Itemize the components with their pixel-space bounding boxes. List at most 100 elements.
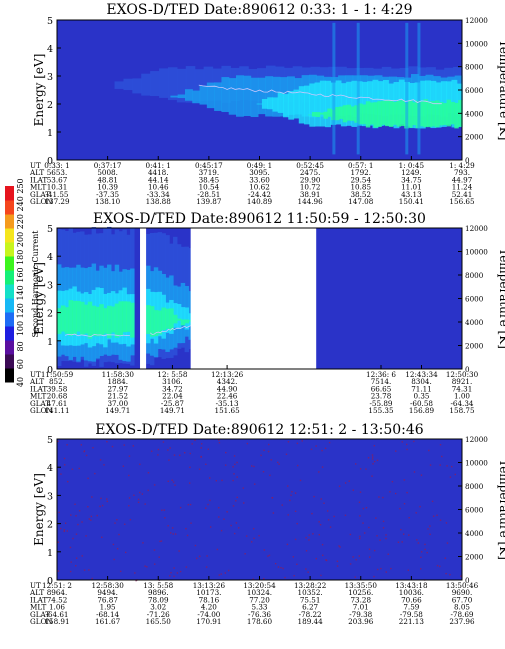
table-cell: 10.72 [300,183,321,192]
table-cell: 12:58:30 [91,581,124,590]
table-cell: 76.87 [97,595,118,604]
heatmap-cell [372,463,374,465]
table-cell: -24.42 [248,190,271,199]
heatmap-cell [194,439,196,442]
colorbar-tick-label: 240 [16,196,25,211]
table-cell: 27.97 [107,384,128,393]
y2-tick-label: 0 [465,576,470,585]
heatmap-cell [358,103,363,125]
colorbar-swatch [5,214,14,229]
heatmap-cell [87,477,89,480]
heatmap-cell [321,449,323,452]
colorbar-tick-label: 160 [16,267,25,282]
heatmap-cell [78,467,80,470]
heatmap-cell [236,461,238,464]
heatmap-cell [351,80,358,127]
heatmap-cell [362,507,365,510]
colorbar-swatch [5,284,14,299]
heatmap-cell [296,442,299,445]
table-cell: 43.13 [401,190,422,199]
heatmap-cell [385,99,390,127]
heatmap-cell [238,527,240,529]
table-cell: 12:43:34 [405,370,438,379]
heatmap-cell [67,480,69,483]
heatmap-cell [232,479,234,482]
table-row-label: ILAT [30,384,47,393]
heatmap-cell [169,574,171,577]
heatmap-cell [287,441,290,443]
table-cell: 1792. [350,168,371,177]
heatmap-cell [101,504,104,507]
table-cell: 20.68 [47,392,68,401]
y2-tick-label: 2000 [465,553,484,562]
heatmap-cell [408,99,413,128]
colorbar-swatch [5,326,14,341]
table-row-label: MLT [30,392,47,401]
heatmap-cell [359,537,361,540]
heatmap-cell [387,553,389,555]
heatmap-cell [157,454,159,456]
table-cell: 4418. [148,168,169,177]
heatmap-cell [450,101,455,125]
heatmap-cell [159,68,169,98]
heatmap-cell [74,503,76,506]
heatmap-cell [376,568,379,571]
heatmap-cell [356,22,360,155]
table-cell: 74.31 [452,384,473,393]
heatmap-cell [428,449,430,452]
heatmap-cell [162,441,165,443]
heatmap-cell [318,533,320,536]
heatmap-cell [444,557,447,559]
heatmap-cell [114,81,125,89]
heatmap-cell [169,447,171,449]
table-cell: 47.61 [47,399,68,408]
heatmap-cell [454,102,459,129]
table-row-label: GLAT [30,610,50,619]
heatmap-cell [122,465,125,467]
panel-1: EXOS-D/TED Date:890612 0:33: 1 - 1: 4:29… [29,2,505,206]
heatmap-cell [234,532,236,535]
heatmap-cell [296,464,299,467]
heatmap-cell [354,105,359,123]
table-cell: 2475. [300,168,321,177]
heatmap-cell [299,479,302,482]
heatmap-cell [244,553,246,555]
heatmap-cell [281,504,283,506]
heatmap-cell [81,521,83,523]
heatmap-cell [290,494,292,496]
heatmap-cell [242,487,245,489]
heatmap-cell [75,533,78,535]
y-tick-label: 4 [47,252,53,263]
heatmap-cell [64,522,67,524]
heatmap-cell [261,98,268,109]
heatmap-cell [292,556,295,558]
heatmap-cell [293,89,300,119]
y2-tick-label: 6000 [465,295,484,304]
heatmap-cell [401,541,403,543]
table-cell: -41.55 [45,190,68,199]
heatmap-cell [235,500,237,502]
table-cell: 4342. [217,377,238,386]
table-cell: 147.08 [348,197,374,206]
heatmap-cell [207,503,209,506]
heatmap-cell [198,468,201,470]
table-cell: 189.44 [298,617,324,626]
heatmap-cell [349,533,352,536]
heatmap-cell [258,534,260,537]
heatmap-cell [359,515,361,517]
colorbar-tick-label: 120 [16,303,25,318]
heatmap-cell [150,450,153,452]
heatmap-cell [205,566,208,568]
heatmap-cell [179,454,181,457]
table-cell: 151.65 [215,406,241,415]
table-cell: 10.62 [249,183,270,192]
heatmap-cell [321,543,324,546]
table-cell: 8921. [452,377,473,386]
heatmap-cell [294,492,297,494]
heatmap-cell [373,575,375,578]
heatmap-cell [407,569,409,571]
heatmap-cell [221,479,223,482]
table-cell: 8304. [411,377,432,386]
heatmap-cell [454,473,456,476]
table-cell: 22.46 [217,392,238,401]
